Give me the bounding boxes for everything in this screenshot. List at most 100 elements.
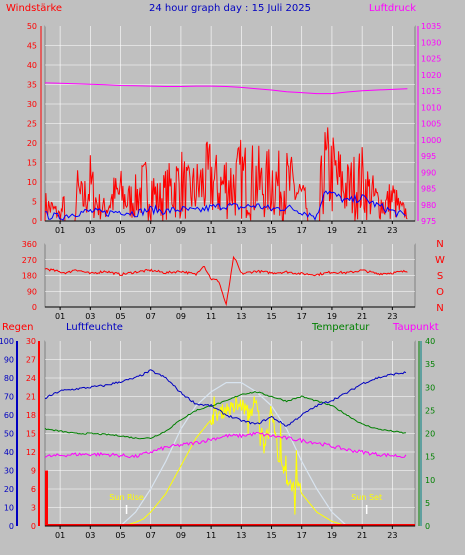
panel2-x-tick-label: 15 [266,312,276,321]
wind-y-tick-label: 10 [27,178,37,187]
humidity-y-tick-label: 50 [4,430,14,439]
rain-y-tick-label: 0 [31,522,36,531]
panel1-x-tick-label: 09 [176,226,186,235]
panel3-x-tick-label: 13 [236,531,246,540]
wind-pressure-panel: 0510152025303540455097598098599099510001… [27,22,442,235]
rain-y-tick-label: 18 [26,411,36,420]
wind-y-tick-label: 25 [27,120,37,129]
temperature-y-tick-label: 35 [425,360,435,369]
panel1-x-tick-label: 05 [115,226,125,235]
temperature-y-tick-label: 10 [425,476,435,485]
panel1-x-tick-label: 15 [266,226,276,235]
panel3-x-tick-label: 01 [55,531,65,540]
panel1-x-tick-label: 13 [236,226,246,235]
pressure-y-tick-label: 1005 [421,120,441,129]
graph-title: 24 hour graph day : 15 Juli 2025 [149,3,311,14]
temperatur-label: Temperatur [311,322,370,333]
luftfeuchte-label: Luftfeuchte [66,322,123,333]
temperature-y-tick-label: 20 [425,430,435,439]
rain-bar [45,470,48,526]
pressure-y-tick-label: 995 [421,152,436,161]
rain-y-tick-label: 15 [26,430,36,439]
panel1-x-tick-label: 11 [206,226,216,235]
compass-label: S [437,271,443,282]
humidity-y-tick-label: 30 [4,467,14,476]
panel2-x-tick-label: 07 [146,312,156,321]
panel2-x-tick-label: 03 [85,312,95,321]
rain-y-tick-label: 21 [26,393,36,402]
rain-y-tick-label: 27 [26,356,36,365]
rain-y-tick-label: 3 [31,504,36,513]
pressure-y-tick-label: 1025 [421,55,441,64]
compass-label: N [436,239,443,250]
panel1-x-tick-label: 21 [357,226,367,235]
compass-label: O [436,287,444,298]
wind-y-tick-label: 50 [27,22,37,31]
panel3-x-tick-label: 21 [357,531,367,540]
humidity-y-tick-label: 80 [4,374,14,383]
dewpoint-series [44,431,407,459]
wind-y-tick-label: 5 [32,198,37,207]
wind-y-tick-label: 20 [27,139,37,148]
pressure-y-tick-label: 1000 [421,136,441,145]
temperature-series [44,391,406,440]
panel1-x-tick-label: 07 [146,226,156,235]
panel3-x-tick-label: 17 [297,531,307,540]
wind-y-tick-label: 45 [27,42,37,51]
pressure-series [44,82,408,95]
humidity-y-tick-label: 10 [4,504,14,513]
humidity-y-tick-label: 0 [9,522,14,531]
rain-y-tick-label: 30 [26,337,36,346]
temperature-y-tick-label: 15 [425,453,435,462]
humidity-y-tick-label: 70 [4,393,14,402]
pressure-y-tick-label: 1010 [421,103,441,112]
temperature-y-tick-label: 25 [425,406,435,415]
compass-label: W [435,255,445,266]
pressure-y-tick-label: 975 [421,217,436,226]
rain-y-tick-label: 6 [31,485,36,494]
wind-y-tick-label: 30 [27,100,37,109]
wind-y-tick-label: 35 [27,81,37,90]
pressure-y-tick-label: 1015 [421,87,441,96]
wind-y-tick-label: 40 [27,61,37,70]
panel2-x-tick-label: 13 [236,312,246,321]
pressure-y-tick-label: 980 [421,201,436,210]
wind-y-tick-label: 0 [32,217,37,226]
direction-y-tick-label: 90 [27,287,37,296]
panel2-x-tick-label: 17 [297,312,307,321]
sunrise-label: Sun Rise [109,493,144,502]
panel2-x-tick-label: 23 [387,312,397,321]
humidity-y-tick-label: 100 [0,337,14,346]
compass-label: N [436,303,443,314]
pressure-y-tick-label: 985 [421,185,436,194]
wind-average-series [44,190,406,221]
pressure-y-tick-label: 1020 [421,71,441,80]
panel2-x-tick-label: 11 [206,312,216,321]
taupunkt-label: Taupunkt [392,322,439,333]
temperature-y-tick-label: 30 [425,383,435,392]
rain-y-tick-label: 9 [31,467,36,476]
pressure-y-tick-label: 1030 [421,38,441,47]
panel2-x-tick-label: 01 [55,312,65,321]
pressure-y-tick-label: 1035 [421,22,441,31]
panel3-x-tick-label: 09 [176,531,186,540]
humidity-y-tick-label: 60 [4,411,14,420]
panel1-x-tick-label: 23 [387,226,397,235]
humidity-series [44,369,407,427]
luftdruck-label: Luftdruck [369,3,416,14]
pressure-y-tick-label: 990 [421,168,436,177]
panel2-x-tick-label: 21 [357,312,367,321]
panel3-x-tick-label: 07 [146,531,156,540]
wind-y-tick-label: 15 [27,159,37,168]
direction-y-tick-label: 180 [22,272,37,281]
rain-y-tick-label: 24 [26,374,36,383]
humidity-y-tick-label: 90 [4,356,14,365]
direction-y-tick-label: 270 [22,256,37,265]
panel3-x-tick-label: 15 [266,531,276,540]
lower-header: Regen Luftfeuchte Temperatur Taupunkt [2,322,439,333]
panel3-x-tick-label: 23 [387,531,397,540]
panel3-x-tick-label: 19 [327,531,337,540]
